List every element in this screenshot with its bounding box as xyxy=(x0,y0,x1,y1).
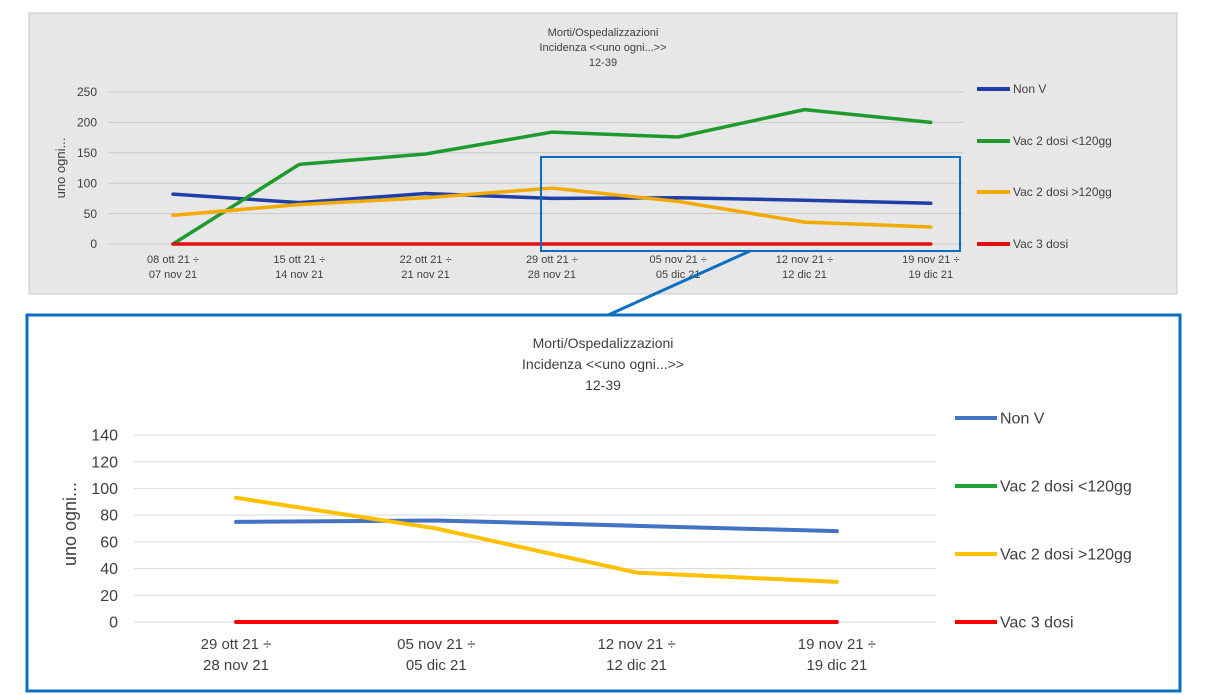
y-tick-label: 20 xyxy=(100,588,118,605)
y-tick-label: 60 xyxy=(100,534,118,551)
y-tick-label: 200 xyxy=(77,116,97,130)
chart-title: Morti/Ospedalizzazioni xyxy=(548,27,659,39)
zoom-chart-frame xyxy=(25,313,1182,693)
legend-label: Non V xyxy=(1000,411,1045,428)
chart-title: Morti/Ospedalizzazioni xyxy=(533,335,674,351)
legend-label: Vac 2 dosi <120gg xyxy=(1000,479,1132,496)
x-tick-label: 15 ott 21 ÷ xyxy=(273,254,325,266)
y-tick-label: 0 xyxy=(90,237,97,251)
x-tick-label: 22 ott 21 ÷ xyxy=(400,254,452,266)
legend-label: Vac 3 dosi xyxy=(1013,237,1068,251)
chart-subtitle: Incidenza <<uno ogni...>> xyxy=(539,42,666,54)
x-tick-label: 14 nov 21 xyxy=(275,269,323,281)
y-tick-label: 100 xyxy=(77,176,97,190)
legend-label: Vac 2 dosi >120gg xyxy=(1000,547,1132,564)
y-tick-label: 150 xyxy=(77,146,97,160)
chart-subtitle: 12-39 xyxy=(589,57,617,69)
x-tick-label: 12 dic 21 xyxy=(606,657,667,674)
y-tick-label: 80 xyxy=(100,508,118,525)
x-tick-label: 12 nov 21 ÷ xyxy=(597,636,675,653)
x-tick-label: 19 nov 21 ÷ xyxy=(798,636,876,653)
x-tick-label: 19 dic 21 xyxy=(806,657,867,674)
x-tick-label: 05 nov 21 ÷ xyxy=(649,254,706,266)
y-tick-label: 120 xyxy=(91,454,118,471)
y-tick-label: 140 xyxy=(91,428,118,445)
y-tick-label: 50 xyxy=(84,207,98,221)
y-tick-label: 0 xyxy=(109,615,118,632)
series-line-3 xyxy=(171,186,933,229)
x-tick-label: 05 dic 21 xyxy=(406,657,467,674)
y-tick-label: 40 xyxy=(100,561,118,578)
x-tick-label: 12 nov 21 ÷ xyxy=(776,254,833,266)
chart-subtitle: 12-39 xyxy=(585,377,621,393)
series-line-1 xyxy=(171,191,933,206)
y-tick-label: 100 xyxy=(91,481,118,498)
zoom-connector-line xyxy=(605,249,751,318)
x-tick-label: 08 ott 21 ÷ xyxy=(147,254,199,266)
x-tick-label: 12 dic 21 xyxy=(782,269,827,281)
legend-label: Vac 2 dosi >120gg xyxy=(1013,185,1112,199)
legend-label: Vac 2 dosi <120gg xyxy=(1013,134,1112,148)
legend-label: Non V xyxy=(1013,82,1046,96)
x-tick-label: 19 dic 21 xyxy=(908,269,953,281)
series-line-1 xyxy=(234,518,839,534)
y-axis-label: uno ogni... xyxy=(53,138,68,199)
legend-label: Vac 3 dosi xyxy=(1000,615,1074,632)
y-tick-label: 250 xyxy=(77,85,97,99)
zoom-selection-box xyxy=(540,156,961,252)
y-axis-label: uno ogni... xyxy=(60,482,80,566)
chart-subtitle: Incidenza <<uno ogni...>> xyxy=(522,356,684,372)
x-tick-label: 07 nov 21 xyxy=(149,269,197,281)
x-tick-label: 21 nov 21 xyxy=(401,269,449,281)
top-chart-background xyxy=(28,12,1178,295)
x-tick-label: 29 ott 21 ÷ xyxy=(526,254,578,266)
x-tick-label: 28 nov 21 xyxy=(528,269,576,281)
series-line-2 xyxy=(171,107,933,246)
x-tick-label: 28 nov 21 xyxy=(203,657,269,674)
series-line-3 xyxy=(234,495,839,584)
x-tick-label: 05 nov 21 ÷ xyxy=(397,636,475,653)
top-chart: Morti/Ospedalizzazioni Incidenza <<uno og… xyxy=(53,27,1112,281)
x-tick-label: 29 ott 21 ÷ xyxy=(201,636,272,653)
zoom-chart: Morti/Ospedalizzazioni Incidenza <<uno og… xyxy=(60,335,1132,674)
x-tick-label: 19 nov 21 ÷ xyxy=(902,254,959,266)
